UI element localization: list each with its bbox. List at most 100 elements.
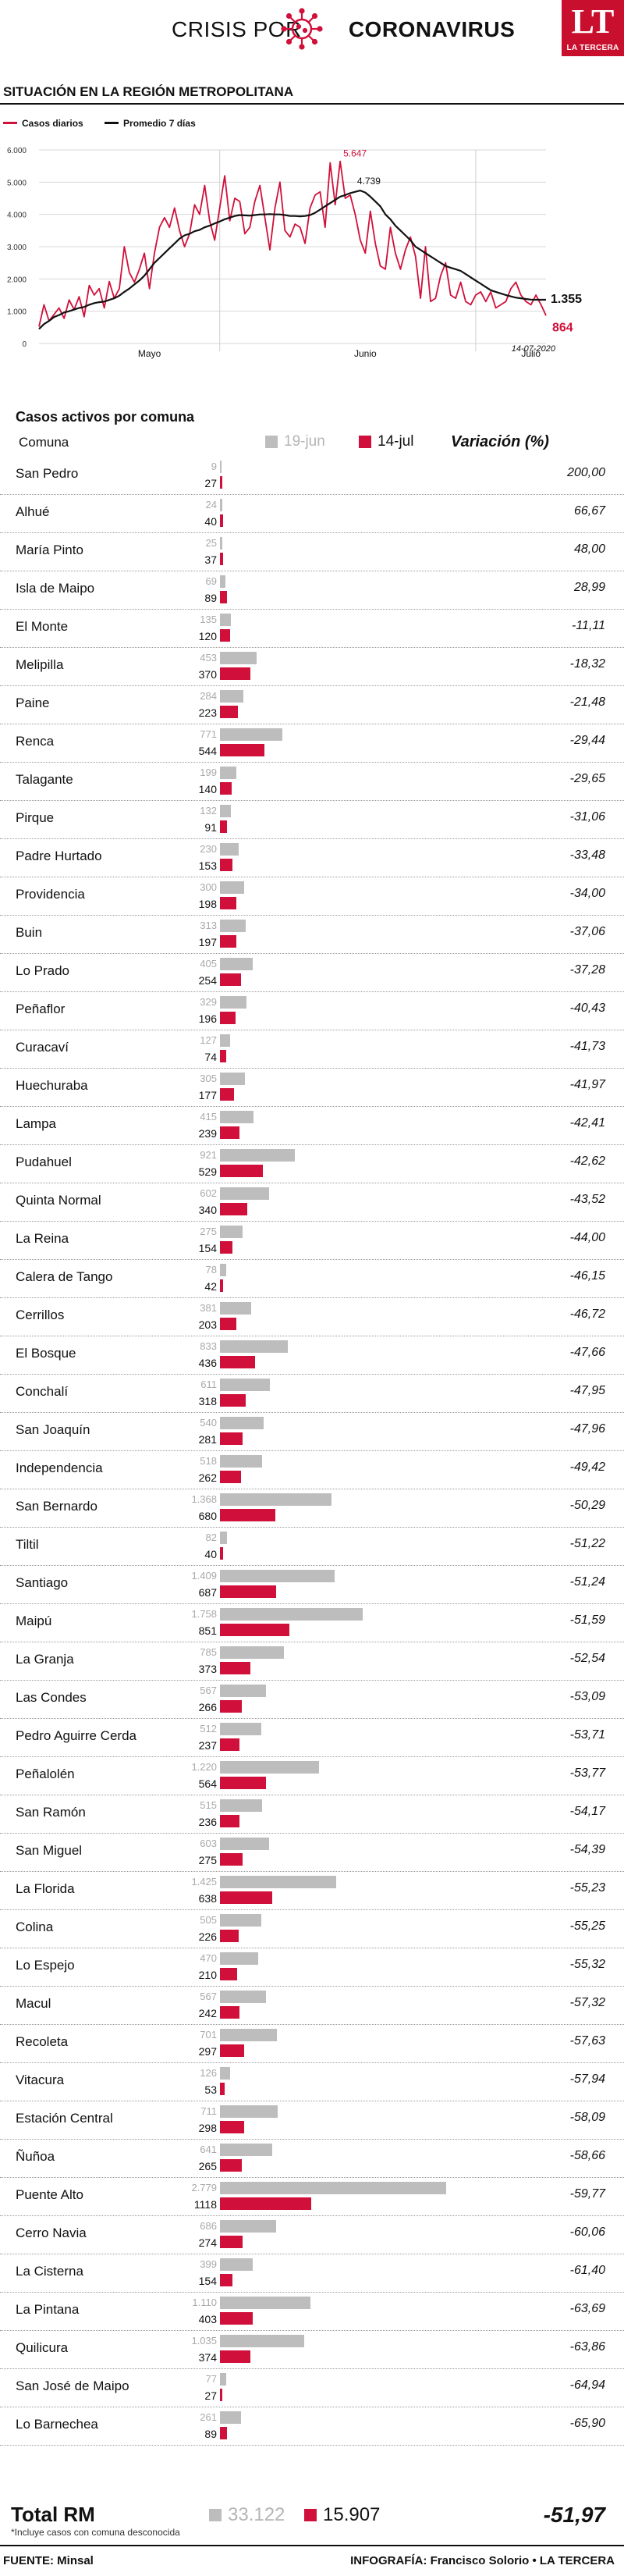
table-row: Colina 505 226 -55,25 [0, 1909, 624, 1948]
variacion-value: -63,86 [569, 2340, 605, 2354]
bar-14-jul [220, 2044, 244, 2057]
legend-avg-swatch [105, 122, 119, 124]
value-14-jul: 89 [204, 592, 217, 604]
comuna-name: Quinta Normal [16, 1193, 101, 1208]
variacion-value: 66,67 [573, 504, 605, 518]
value-14-jul: 89 [204, 2428, 217, 2440]
value-19-jun: 77 [205, 2373, 217, 2385]
bar-14-jul [220, 514, 224, 527]
bar-14-jul [220, 1968, 237, 1980]
y-tick-label: 0 [22, 340, 27, 349]
legend-daily-label: Casos diarios [22, 117, 83, 129]
comuna-name: Melipilla [16, 657, 64, 672]
comuna-name: Las Condes [16, 1690, 87, 1705]
bar-19-jun [220, 2029, 278, 2041]
value-19-jun: 453 [200, 652, 217, 664]
bar-14-jul [220, 1891, 272, 1904]
bar-19-jun [220, 805, 231, 817]
table-row: Santiago 1.409 687 -51,24 [0, 1565, 624, 1604]
value-19-jun: 1.368 [191, 1493, 217, 1505]
total-19-jun: 33.122 [209, 2504, 285, 2526]
value-14-jul: 638 [198, 1892, 217, 1905]
table-row: Pirque 132 91 -31,06 [0, 800, 624, 839]
value-14-jul: 403 [198, 2313, 217, 2325]
bar-14-jul [220, 859, 232, 871]
value-19-jun: 611 [200, 1379, 217, 1390]
value-14-jul: 340 [198, 1204, 217, 1216]
value-14-jul: 140 [198, 783, 217, 795]
comuna-name: Macul [16, 1996, 51, 2011]
value-19-jun: 518 [200, 1455, 217, 1467]
comuna-name: Cerro Navia [16, 2226, 87, 2240]
table-row: Cerro Navia 686 274 -60,06 [0, 2215, 624, 2254]
value-19-jun: 603 [200, 1838, 217, 1849]
value-14-jul: 196 [198, 1012, 217, 1025]
comuna-name: La Florida [16, 1881, 75, 1896]
comuna-name: Peñaflor [16, 1002, 66, 1016]
bar-14-jul [220, 2121, 245, 2133]
variacion-value: -21,48 [569, 696, 605, 709]
comuna-name: Lampa [16, 1116, 56, 1131]
infographic-credit: INFOGRAFÍA: Francisco Solorio • LA TERCE… [350, 2554, 615, 2567]
bar-14-jul [220, 1165, 264, 1177]
bar-19-jun [220, 499, 222, 511]
last-avg-label: 1.355 [551, 293, 582, 306]
value-19-jun: 132 [200, 805, 217, 817]
value-14-jul: 544 [198, 745, 217, 757]
value-19-jun: 1.425 [191, 1876, 217, 1888]
header: CRISIS POR CORONAVIRUS LT LA TERCERA [0, 0, 624, 70]
table-row: Isla de Maipo 69 89 28,99 [0, 571, 624, 610]
bar-14-jul [220, 1203, 248, 1215]
value-14-jul: 373 [198, 1663, 217, 1675]
comuna-name: Cerrillos [16, 1308, 65, 1322]
variacion-value: -47,66 [569, 1346, 605, 1359]
value-14-jul: 197 [198, 936, 217, 948]
variacion-value: -55,23 [569, 1881, 605, 1895]
value-14-jul: 198 [198, 898, 217, 910]
y-tick-label: 5.000 [7, 179, 27, 187]
value-19-jun: 381 [200, 1302, 217, 1314]
comuna-name: El Bosque [16, 1346, 76, 1361]
bar-14-jul [220, 1356, 256, 1368]
value-19-jun: 470 [200, 1952, 217, 1964]
value-19-jun: 2.779 [191, 2182, 217, 2194]
variacion-value: -51,22 [569, 1537, 605, 1550]
comuna-name: Lo Espejo [16, 1958, 75, 1973]
value-14-jul: 239 [198, 1127, 217, 1140]
bar-14-jul [220, 2350, 251, 2363]
comuna-name: Estación Central [16, 2111, 113, 2126]
variacion-value: -51,24 [569, 1575, 605, 1589]
value-14-jul: 242 [198, 2007, 217, 2019]
table-row: El Bosque 833 436 -47,66 [0, 1336, 624, 1375]
variacion-value: -37,06 [569, 925, 605, 938]
comuna-name: Padre Hurtado [16, 849, 102, 863]
bar-14-jul [220, 667, 250, 680]
value-14-jul: 236 [198, 1816, 217, 1828]
table-row: Calera de Tango 78 42 -46,15 [0, 1259, 624, 1298]
bar-19-jun [220, 1034, 231, 1047]
bar-19-jun [220, 843, 239, 856]
page-title: CRISIS POR CORONAVIRUS [172, 17, 515, 42]
value-19-jun: 602 [200, 1187, 217, 1199]
logo-mark: LT [571, 2, 615, 41]
value-14-jul: 529 [198, 1165, 217, 1178]
table-row: Peñalolén 1.220 564 -53,77 [0, 1756, 624, 1795]
bar-19-jun [220, 1417, 264, 1429]
comuna-name: Talagante [16, 772, 73, 787]
table-row: Quinta Normal 602 340 -43,52 [0, 1183, 624, 1222]
variacion-value: -41,97 [569, 1078, 605, 1091]
value-19-jun: 711 [200, 2105, 217, 2117]
comuna-name: San Joaquín [16, 1422, 90, 1437]
comuna-name: La Reina [16, 1231, 69, 1246]
legend-14-jul-label: 14-jul [378, 433, 414, 450]
variacion-value: -34,00 [569, 887, 605, 900]
value-19-jun: 921 [200, 1149, 217, 1161]
value-19-jun: 405 [200, 958, 217, 970]
variacion-value: -55,25 [569, 1920, 605, 1933]
bar-14-jul [220, 1853, 243, 1866]
value-19-jun: 686 [200, 2220, 217, 2232]
value-14-jul: 318 [198, 1395, 217, 1407]
bar-19-jun [220, 1379, 270, 1391]
table-row: Pudahuel 921 529 -42,62 [0, 1144, 624, 1183]
bar-19-jun [220, 2335, 304, 2347]
